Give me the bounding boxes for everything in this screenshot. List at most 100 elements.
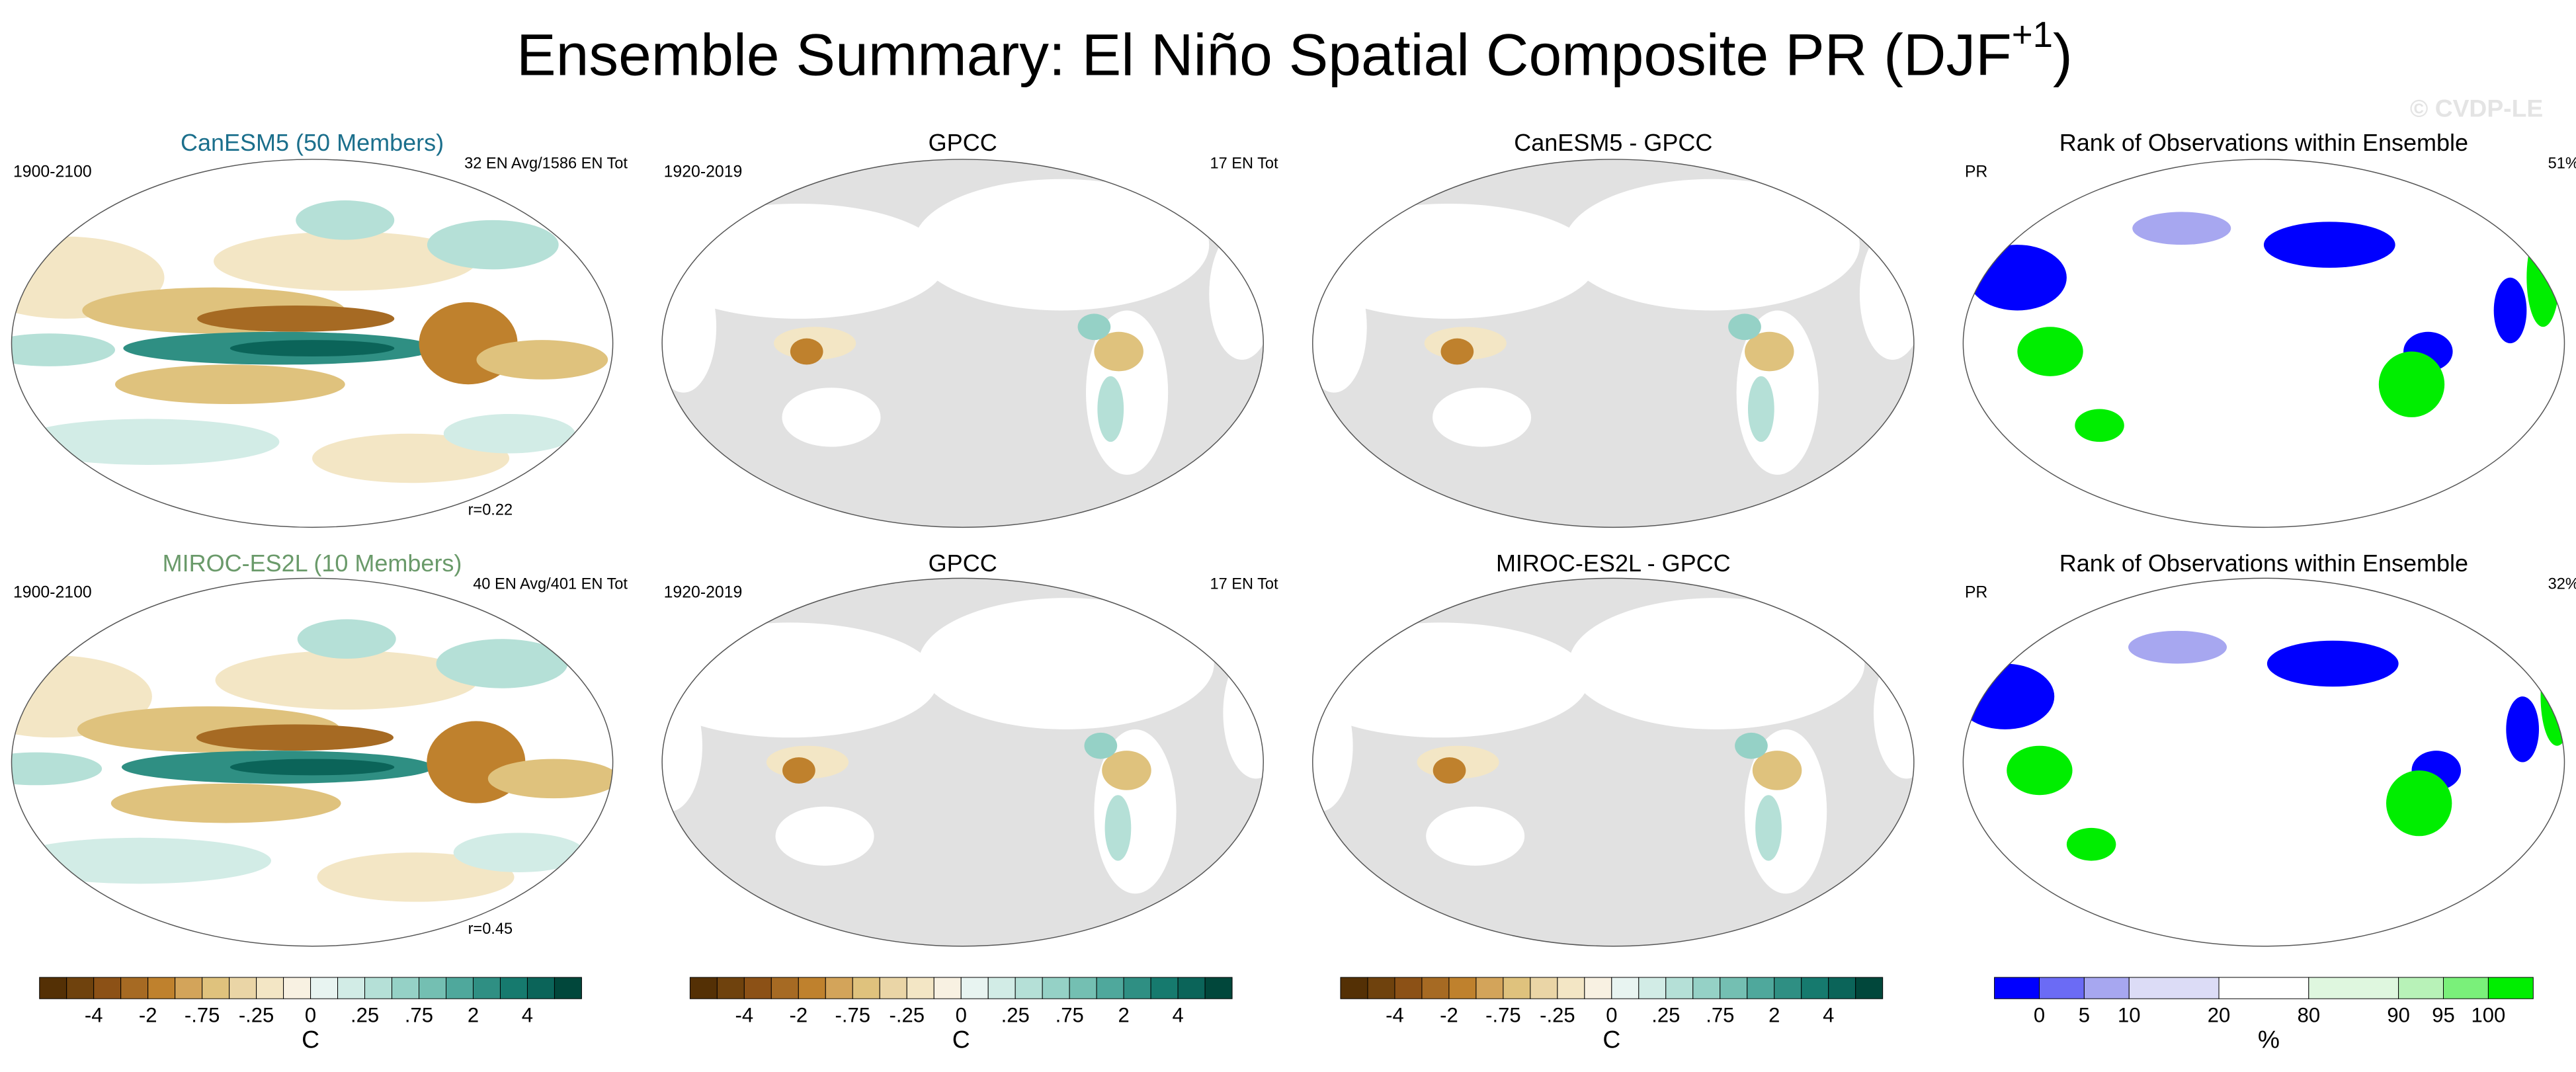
colorbar-swatch <box>93 977 122 999</box>
colorbar-swatch <box>202 977 230 999</box>
map-field <box>2007 745 2073 796</box>
colorbar-swatch <box>1015 977 1043 999</box>
colorbar-swatch <box>1367 977 1395 999</box>
colorbar-swatch <box>987 977 1016 999</box>
colorbar-label: -.25 <box>1540 1004 1575 1027</box>
map <box>1312 578 1914 946</box>
map-field <box>1728 313 1761 341</box>
map-field <box>1312 261 1367 393</box>
colorbar-label: -2 <box>1440 1004 1458 1027</box>
colorbar-label: -2 <box>789 1004 808 1027</box>
colorbar-swatch <box>2218 977 2309 999</box>
colorbar-swatch <box>1855 977 1884 999</box>
colorbar-swatch <box>1204 977 1233 999</box>
colorbar-label: .75 <box>405 1004 433 1027</box>
colorbar-swatch <box>2398 977 2444 999</box>
map-field <box>1104 795 1132 861</box>
figure-title: Ensemble Summary: El Niño Spatial Compos… <box>517 15 2073 87</box>
map-field <box>662 204 946 319</box>
panel-left-label: PR <box>1965 163 1988 181</box>
map-outline <box>661 577 1264 947</box>
colorbar-swatch <box>1692 977 1721 999</box>
map-field <box>1874 647 1914 779</box>
map-field <box>1735 732 1768 759</box>
panel-left-label: 1900-2100 <box>13 583 92 601</box>
panel-left-label: 1900-2100 <box>13 163 92 181</box>
panel-left-label: 1920-2019 <box>664 583 743 601</box>
colorbar-swatch <box>2487 977 2534 999</box>
colorbar-unit: % <box>2258 1026 2280 1053</box>
colorbar-swatch <box>689 977 718 999</box>
colorbar-label: .25 <box>1651 1004 1680 1027</box>
colorbar-swatch <box>445 977 474 999</box>
colorbar-swatch <box>2083 977 2130 999</box>
colorbar-swatch <box>1665 977 1694 999</box>
map-field <box>196 724 394 751</box>
map-field <box>215 650 478 710</box>
colorbar-swatch <box>1774 977 1802 999</box>
colorbar-swatch <box>1475 977 1504 999</box>
title-superscript: +1 <box>2012 15 2053 56</box>
panel-correlation: r=0.45 <box>468 920 513 937</box>
colorbar-swatch <box>2038 977 2085 999</box>
colorbar-label: .75 <box>1706 1004 1734 1027</box>
map-field <box>110 783 341 823</box>
map-field <box>1094 331 1143 372</box>
colorbar-label: 0 <box>305 1004 316 1027</box>
map-field <box>1755 795 1782 861</box>
map-outline <box>661 159 1264 528</box>
colorbar-swatch <box>770 977 799 999</box>
map-field <box>1433 388 1532 447</box>
map-field <box>1963 663 2055 729</box>
colorbar-swatch <box>337 977 366 999</box>
colorbar-swatch <box>39 977 67 999</box>
colorbar-swatch <box>1994 977 2040 999</box>
map-field <box>790 338 823 365</box>
colorbar-swatch <box>1828 977 1856 999</box>
map-field <box>11 752 103 786</box>
map-field <box>1312 204 1597 319</box>
colorbar-swatch <box>1340 977 1368 999</box>
colorbar-swatch <box>1150 977 1179 999</box>
map-field <box>2526 228 2560 327</box>
colorbar-swatch <box>1801 977 1829 999</box>
colorbar-label: -4 <box>1386 1004 1404 1027</box>
map-field <box>662 261 717 393</box>
panel-left-label: PR <box>1965 583 1988 601</box>
panel-right-label: 51% <box>2548 155 2576 172</box>
colorbar-label: 90 <box>2387 1004 2410 1027</box>
panel-title: Rank of Observations within Ensemble <box>2059 129 2468 156</box>
colorbar-swatch <box>1069 977 1097 999</box>
panel-title: Rank of Observations within Ensemble <box>2059 550 2468 577</box>
panel-right-label: 40 EN Avg/401 EN Tot <box>473 575 628 593</box>
colorbar-label: -2 <box>139 1004 157 1027</box>
map-field <box>229 340 395 357</box>
map-field <box>11 837 271 884</box>
colorbar-label: 80 <box>2298 1004 2321 1027</box>
colorbar-swatch <box>1557 977 1585 999</box>
colorbar-label: -4 <box>85 1004 103 1027</box>
colorbar-swatch <box>310 977 339 999</box>
panel-right-label: 32% <box>2548 575 2576 593</box>
colorbar-label: 10 <box>2118 1004 2141 1027</box>
map-field <box>2017 327 2083 376</box>
map-field <box>436 639 568 688</box>
colorbar-swatch <box>472 977 501 999</box>
map-background <box>1963 578 2565 946</box>
colorbar-swatch <box>933 977 962 999</box>
colorbar-label: 4 <box>522 1004 533 1027</box>
map-field <box>1745 331 1794 372</box>
map-field <box>1859 228 1914 360</box>
map-field <box>427 220 559 270</box>
map-field <box>443 413 575 454</box>
map <box>11 159 613 528</box>
map-field <box>1563 179 1860 311</box>
map-field <box>2493 277 2527 344</box>
colorbar-label: -.75 <box>835 1004 870 1027</box>
colorbar-swatch <box>364 977 393 999</box>
colorbar-label: .75 <box>1056 1004 1084 1027</box>
colorbar-swatch <box>256 977 284 999</box>
map-field <box>1433 757 1466 784</box>
map-field <box>1426 806 1525 866</box>
map-field <box>2266 640 2399 687</box>
